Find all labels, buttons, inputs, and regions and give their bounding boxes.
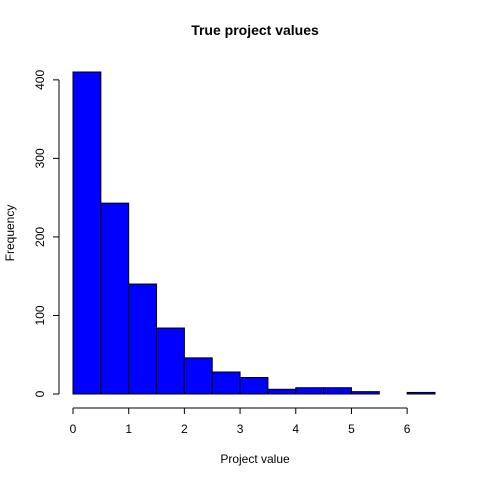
x-tick-label: 2 [181, 422, 188, 436]
x-tick-label: 5 [348, 422, 355, 436]
histogram-bar [295, 387, 325, 395]
histogram-bar [72, 71, 102, 395]
x-axis: 0 1 2 3 4 5 6 [70, 407, 411, 436]
histogram-bar [128, 283, 158, 395]
histogram-bar [156, 327, 185, 395]
y-tick-label: 300 [33, 148, 47, 168]
histogram-bar [183, 357, 213, 395]
histogram-bar [323, 387, 352, 395]
x-tick-label: 0 [70, 422, 77, 436]
histogram-bar [406, 391, 436, 395]
histogram-bar [211, 371, 241, 395]
x-tick-label: 6 [404, 422, 411, 436]
histogram-bar [350, 391, 380, 395]
x-tick-label: 3 [237, 422, 244, 436]
y-tick-label: 0 [33, 390, 47, 397]
histogram-bar [100, 202, 130, 395]
y-axis: 0 100 200 300 400 [33, 70, 60, 397]
chart-title: True project values [191, 22, 319, 38]
x-tick-label: 4 [292, 422, 299, 436]
y-axis-label: Frequency [3, 205, 17, 262]
x-tick-label: 1 [125, 422, 132, 436]
y-tick-label: 200 [33, 227, 47, 247]
bars-group [72, 71, 436, 395]
y-tick-label: 400 [33, 70, 47, 90]
x-axis-label: Project value [220, 452, 290, 466]
histogram-bar [239, 377, 269, 395]
histogram-bar [267, 388, 297, 395]
y-tick-label: 100 [33, 305, 47, 325]
